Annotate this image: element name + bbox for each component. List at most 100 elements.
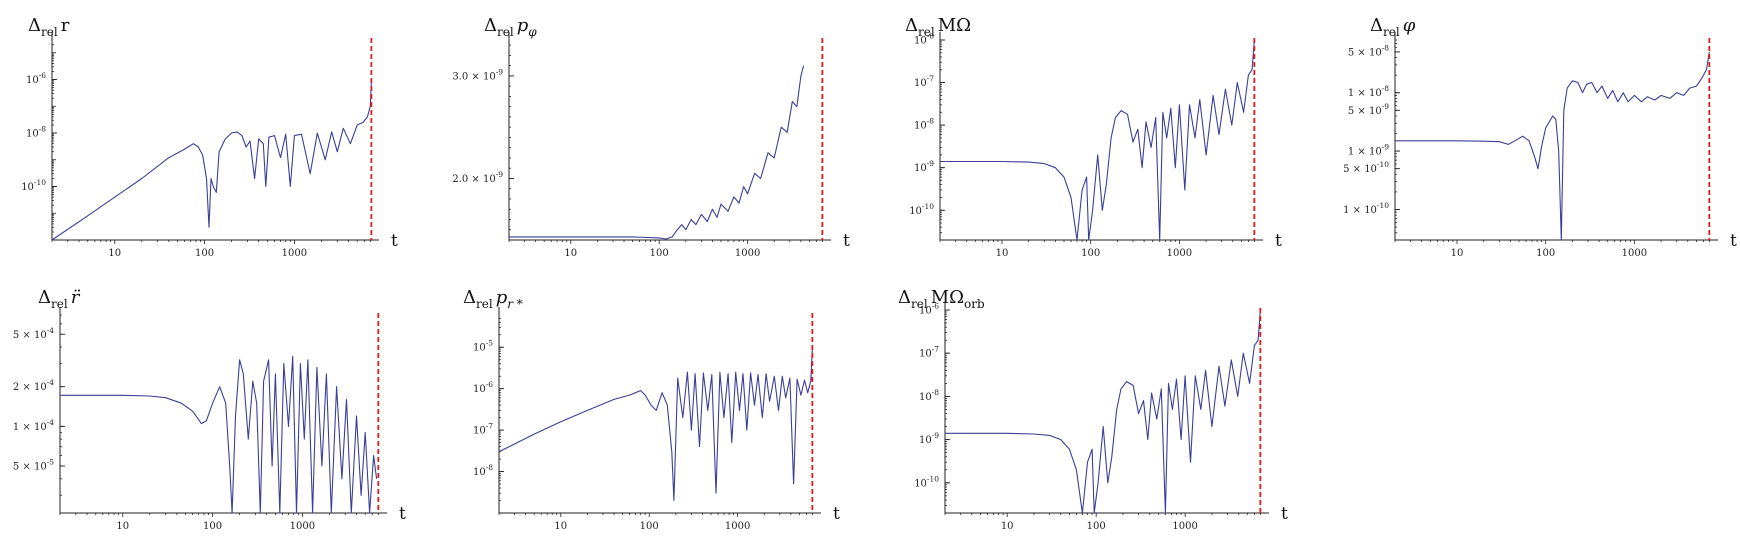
title-quantity: p — [496, 287, 508, 308]
x-tick-label: 100 — [640, 521, 659, 532]
y-tick-mantissa: 10 — [914, 78, 927, 89]
x-tick-label: 100 — [203, 521, 222, 532]
x-tick-label: 100 — [1087, 521, 1106, 532]
y-tick-mantissa: 10 — [919, 435, 932, 446]
y-tick-mantissa: 10 — [919, 306, 932, 317]
y-tick-exponent: -5 — [47, 458, 55, 467]
y-tick-mantissa: 10 — [473, 384, 486, 395]
title-quantity: MΩ — [938, 15, 971, 36]
y-tick-exponent: -10 — [927, 474, 939, 483]
y-tick-label: 10-6 — [26, 71, 46, 86]
series-line-0 — [945, 309, 1261, 514]
title-quantity: MΩ — [931, 287, 964, 308]
y-tick-mantissa: 5 × 10 — [1343, 164, 1377, 175]
title-delta: Δ — [1370, 15, 1383, 36]
title-rel-subscript: rel — [1383, 25, 1400, 39]
title-rel-subscript: rel — [918, 25, 935, 39]
y-tick-label: 10-7 — [473, 422, 493, 437]
x-tick-label: 10 — [996, 248, 1009, 259]
x-tick-label: 1000 — [290, 521, 315, 532]
y-tick-mantissa: 10 — [914, 121, 927, 132]
y-tick-label: 10-8 — [914, 117, 934, 132]
y-tick-mantissa: 10 — [21, 182, 34, 193]
y-tick-exponent: -4 — [47, 326, 55, 335]
y-tick-mantissa: 5 × 10 — [1348, 106, 1382, 117]
chart-title: Δrel r — [28, 15, 70, 39]
x-tick-label: 1000 — [1622, 248, 1647, 259]
series-line-0 — [498, 347, 813, 502]
x-tick-label: 1000 — [1172, 521, 1197, 532]
y-tick-mantissa: 10 — [914, 36, 927, 47]
x-tick-label: 100 — [1081, 248, 1100, 259]
x-tick-label: 10 — [116, 521, 129, 532]
chart-title: Δrel pφ — [484, 15, 537, 39]
y-tick-label: 1 × 10-10 — [1343, 201, 1389, 216]
title-quantity: p — [517, 15, 529, 36]
y-tick-label: 10-7 — [914, 74, 934, 89]
y-tick-exponent: -10 — [1377, 201, 1389, 210]
y-tick-mantissa: 10 — [909, 206, 922, 217]
y-tick-exponent: -6 — [927, 32, 935, 41]
y-tick-label: 2 × 10-4 — [13, 378, 54, 393]
y-tick-label: 5 × 10-10 — [1343, 160, 1389, 175]
y-tick-label: 10-10 — [21, 178, 46, 193]
y-tick-label: 1 × 10-4 — [13, 418, 54, 433]
y-tick-label: 5 × 10-5 — [13, 458, 54, 473]
title-quantity: r̈ — [71, 287, 81, 308]
title-quantity-subscript: φ — [528, 25, 537, 39]
y-tick-mantissa: 5 × 10 — [13, 330, 47, 341]
y-tick-exponent: -6 — [486, 380, 494, 389]
y-tick-mantissa: 10 — [473, 426, 486, 437]
series-line-0 — [940, 39, 1255, 241]
title-rel-subscript: rel — [911, 297, 928, 311]
y-tick-exponent: -6 — [932, 302, 940, 311]
y-tick-exponent: -7 — [932, 345, 940, 354]
y-tick-mantissa: 2 × 10 — [13, 382, 47, 393]
x-axis-label: t — [391, 231, 398, 251]
x-axis-label: t — [1281, 504, 1288, 524]
y-tick-exponent: -4 — [47, 378, 55, 387]
x-axis-label: t — [1730, 231, 1737, 251]
y-tick-mantissa: 10 — [26, 129, 39, 140]
y-tick-exponent: -8 — [1382, 84, 1390, 93]
y-tick-label: 2.0 × 10-9 — [452, 170, 503, 185]
y-tick-exponent: -8 — [1382, 43, 1390, 52]
x-tick-label: 10 — [554, 521, 567, 532]
y-tick-label: 1 × 10-8 — [1348, 84, 1389, 99]
x-tick-label: 1000 — [735, 248, 760, 259]
y-tick-label: 10-6 — [914, 32, 934, 47]
title-delta: Δ — [484, 15, 497, 36]
chart-title: Δrel r̈ — [38, 287, 81, 311]
y-tick-exponent: -6 — [39, 71, 47, 80]
y-tick-exponent: -9 — [1382, 143, 1390, 152]
y-tick-label: 10-6 — [473, 380, 493, 395]
title-quantity: φ — [1403, 15, 1416, 36]
x-tick-label: 10 — [1001, 521, 1014, 532]
series-line-0 — [51, 79, 372, 241]
x-axis-label: t — [1275, 231, 1282, 251]
y-tick-exponent: -8 — [486, 463, 494, 472]
y-tick-exponent: -9 — [496, 67, 504, 76]
y-tick-mantissa: 10 — [919, 392, 932, 403]
title-quantity: r — [61, 15, 70, 36]
y-tick-mantissa: 1 × 10 — [1343, 205, 1377, 216]
x-tick-label: 10 — [564, 248, 577, 259]
y-tick-mantissa: 5 × 10 — [13, 462, 47, 473]
y-tick-label: 5 × 10-4 — [13, 326, 54, 341]
title-delta: Δ — [463, 287, 476, 308]
y-tick-mantissa: 1 × 10 — [1348, 88, 1382, 99]
y-tick-exponent: -9 — [496, 170, 504, 179]
y-tick-exponent: -10 — [922, 202, 934, 211]
y-tick-exponent: -9 — [932, 431, 940, 440]
y-tick-mantissa: 1 × 10 — [1348, 147, 1382, 158]
y-tick-label: 10-9 — [914, 159, 934, 174]
x-axis-label: t — [833, 504, 840, 524]
y-tick-exponent: -10 — [34, 178, 46, 187]
title-rel-subscript: rel — [497, 25, 514, 39]
y-tick-exponent: -7 — [927, 74, 935, 83]
